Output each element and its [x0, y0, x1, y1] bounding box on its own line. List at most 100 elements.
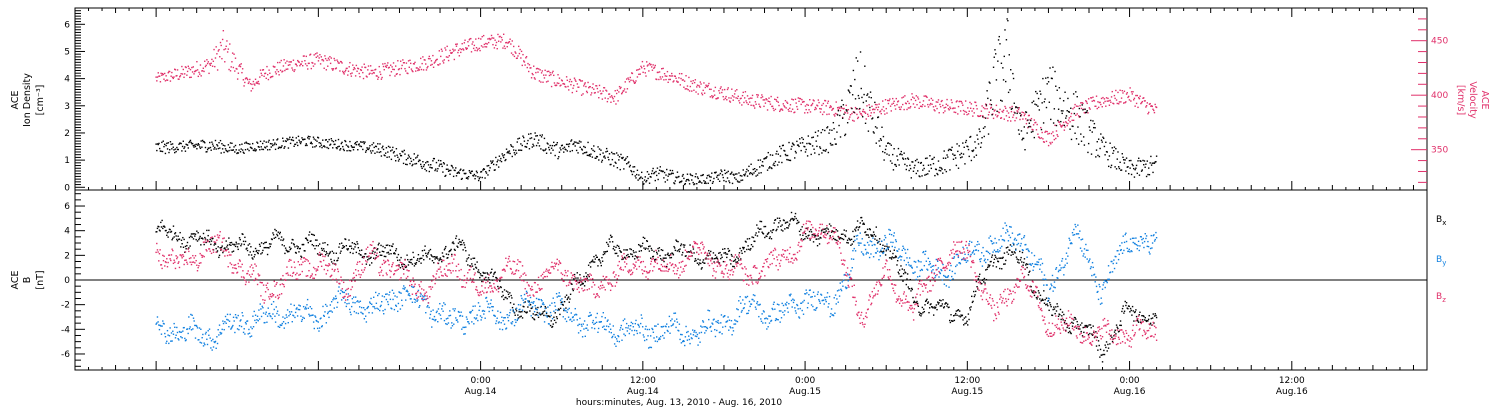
by-point: [228, 320, 231, 322]
bx-point: [694, 260, 696, 262]
density-point: [1025, 111, 1027, 113]
density-point: [597, 146, 599, 148]
bx-point: [409, 259, 412, 261]
bx-point: [178, 238, 181, 240]
velocity-point: [693, 81, 696, 84]
density-point: [303, 138, 305, 140]
velocity-point: [422, 56, 424, 58]
velocity-point: [977, 115, 980, 118]
by-point: [195, 324, 197, 327]
density-point: [345, 144, 348, 146]
density-point: [226, 150, 228, 152]
by-point: [490, 299, 492, 301]
velocity-point: [457, 51, 459, 54]
density-point: [516, 141, 518, 143]
density-point: [413, 153, 415, 155]
bx-point: [700, 262, 702, 265]
density-point: [165, 144, 167, 147]
velocity-point: [696, 86, 698, 88]
density-point: [617, 154, 619, 156]
velocity-point: [432, 54, 434, 57]
velocity-point: [319, 54, 321, 56]
density-point: [1018, 133, 1020, 135]
density-point: [1055, 85, 1057, 87]
velocity-point: [167, 71, 169, 74]
velocity-point: [352, 68, 355, 71]
density-point: [378, 151, 380, 154]
bx-point: [420, 262, 422, 264]
velocity-point: [322, 60, 325, 62]
density-point: [723, 169, 726, 171]
bx-point: [262, 249, 264, 252]
bx-point: [708, 249, 710, 252]
by-point: [185, 339, 187, 341]
bx-point: [453, 242, 455, 245]
velocity-point: [402, 59, 404, 61]
bx-point: [1046, 303, 1048, 305]
velocity-point: [866, 113, 869, 116]
velocity-series: [155, 29, 1158, 147]
density-point: [851, 107, 853, 110]
density-point: [497, 159, 499, 161]
velocity-point: [801, 101, 804, 103]
velocity-point: [707, 84, 709, 87]
bx-point: [342, 246, 345, 249]
density-point: [470, 170, 473, 173]
bx-point: [317, 245, 320, 247]
bx-point: [228, 237, 230, 239]
density-point: [959, 154, 961, 156]
density-point: [205, 151, 207, 153]
velocity-point: [823, 111, 825, 113]
velocity-point: [186, 70, 189, 73]
bx-point: [926, 298, 928, 301]
density-point: [170, 143, 172, 146]
density-point: [887, 142, 890, 144]
velocity-point: [940, 100, 943, 103]
bx-point: [642, 236, 645, 239]
velocity-point: [1033, 119, 1036, 121]
bx-point: [844, 234, 846, 236]
by-point: [484, 317, 486, 319]
density-point: [496, 161, 498, 163]
bx-point: [492, 275, 494, 278]
density-point: [343, 149, 345, 152]
density-point: [746, 168, 748, 171]
bx-point: [836, 230, 839, 232]
velocity-point: [895, 97, 897, 100]
by-point: [471, 321, 473, 323]
bx-point: [302, 243, 305, 246]
density-point: [296, 141, 298, 144]
density-point: [1057, 119, 1059, 122]
density-point: [589, 155, 591, 157]
velocity-point: [993, 110, 995, 112]
bx-point: [387, 251, 390, 254]
by-point: [399, 291, 401, 294]
velocity-point: [759, 106, 762, 108]
density-point: [517, 138, 519, 140]
velocity-point: [1065, 122, 1068, 124]
density-point: [786, 158, 788, 161]
bx-point: [421, 249, 424, 252]
by-point: [258, 318, 261, 320]
density-point: [746, 175, 749, 177]
velocity-point: [219, 56, 221, 58]
bx-point: [1049, 301, 1051, 304]
bx-point: [535, 307, 537, 309]
velocity-point: [885, 107, 887, 110]
bx-point: [471, 265, 474, 267]
density-point: [196, 144, 199, 146]
density-point: [364, 141, 366, 143]
bx-point: [304, 250, 306, 252]
by-point: [178, 339, 180, 341]
velocity-point: [1126, 91, 1128, 94]
velocity-point: [975, 104, 978, 107]
density-point: [221, 148, 224, 150]
by-point: [424, 295, 426, 297]
velocity-point: [769, 103, 772, 105]
bx-point: [760, 228, 762, 230]
velocity-point: [904, 95, 906, 97]
density-point: [1007, 91, 1010, 94]
velocity-point: [299, 63, 302, 65]
bx-point: [854, 228, 856, 231]
velocity-point: [559, 85, 561, 87]
